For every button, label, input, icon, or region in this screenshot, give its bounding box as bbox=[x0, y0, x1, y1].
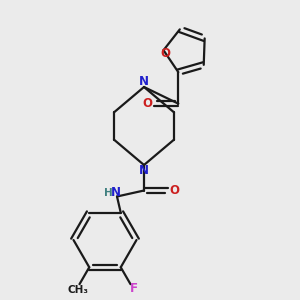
Text: F: F bbox=[130, 282, 137, 295]
Text: O: O bbox=[160, 47, 170, 60]
Text: O: O bbox=[169, 184, 180, 197]
Text: N: N bbox=[110, 186, 121, 200]
Text: H: H bbox=[103, 188, 112, 198]
Text: CH₃: CH₃ bbox=[68, 285, 88, 295]
Text: N: N bbox=[139, 164, 149, 177]
Text: N: N bbox=[139, 75, 149, 88]
Text: O: O bbox=[143, 97, 153, 110]
